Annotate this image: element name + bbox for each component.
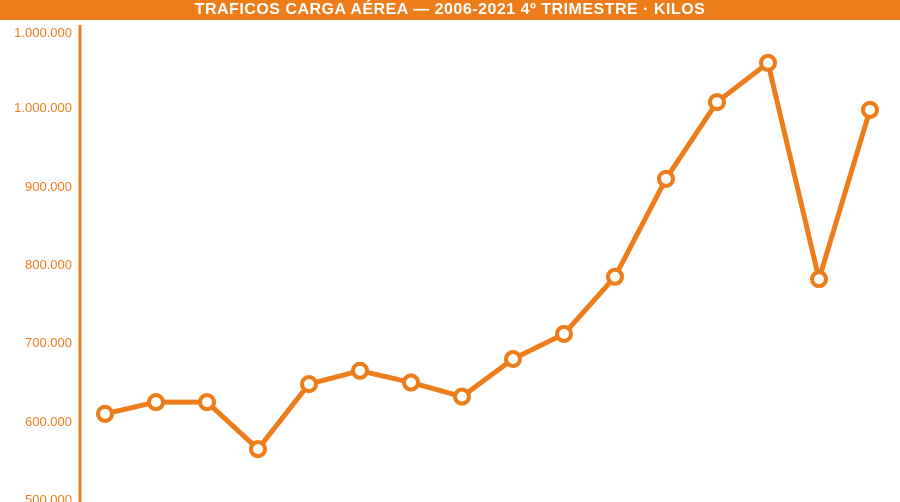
- chart-title-bar: TRAFICOS CARGA AÉREA — 2006-2021 4º TRIM…: [0, 0, 900, 20]
- line-chart-svg: [0, 20, 900, 502]
- chart-title: TRAFICOS CARGA AÉREA — 2006-2021 4º TRIM…: [195, 1, 706, 18]
- chart-area: 500.000600.000700.000800.000900.0001.000…: [0, 20, 900, 500]
